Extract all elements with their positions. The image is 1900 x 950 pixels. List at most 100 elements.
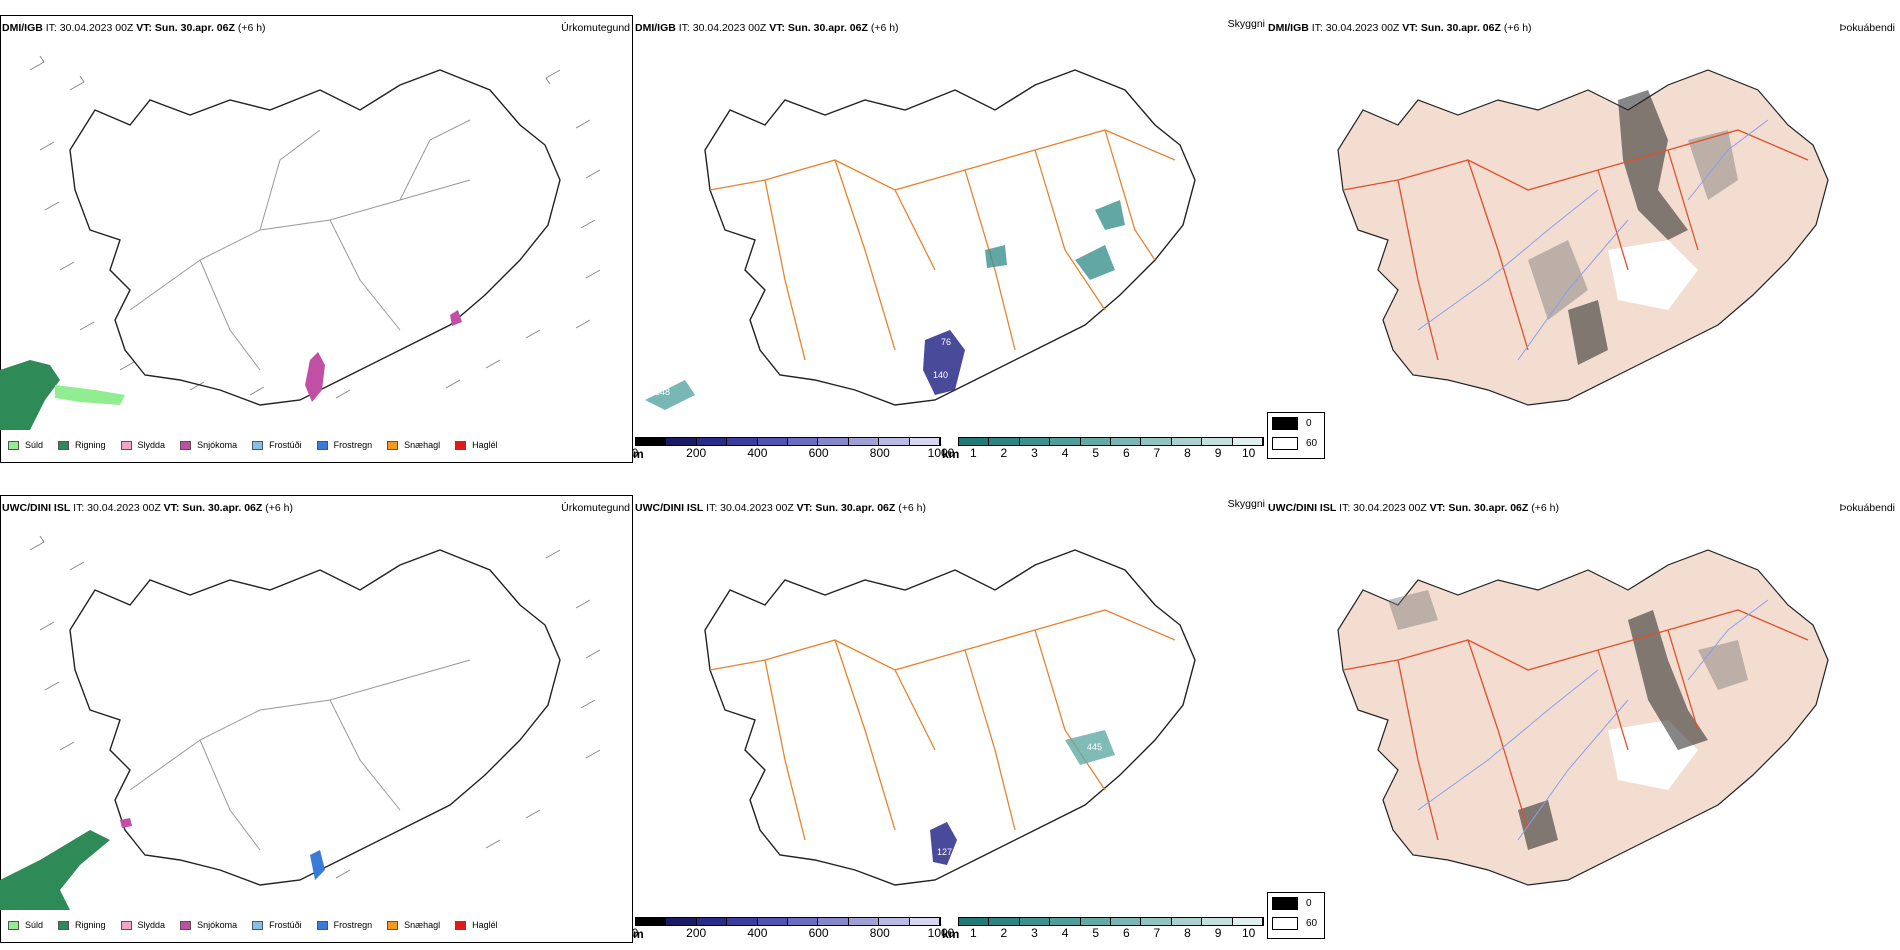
init-time: IT: 30.04.2023 00Z	[73, 502, 161, 514]
fog-legend-row: 60	[1268, 433, 1324, 453]
colorbar-tick-label: 1000	[927, 926, 955, 940]
low-visibility-area	[923, 330, 965, 395]
roads	[129, 119, 471, 371]
legend-swatch	[120, 920, 132, 930]
colorbar-segment	[1141, 918, 1172, 925]
colorbar-segment	[848, 438, 880, 445]
legend-item: Frostúði	[252, 920, 302, 930]
colorbar-tick-label: 7	[1153, 446, 1161, 460]
colorbar-segment	[1202, 438, 1233, 445]
roads	[129, 659, 471, 851]
colorbar-segment	[727, 918, 758, 925]
legend-item: Slydda	[120, 440, 165, 450]
visibility-value: 140	[933, 370, 948, 380]
legend-swatch	[316, 920, 328, 930]
visibility-colorbar	[958, 437, 1264, 446]
colorbar-tick-label: 600	[808, 926, 829, 940]
colorbar-segment	[666, 918, 697, 925]
colorbar-segment	[818, 918, 849, 925]
colorbar-segment	[1019, 438, 1051, 445]
legend-label: Rigning	[75, 440, 106, 450]
lead-time: (+6 h)	[237, 22, 266, 34]
colorbar-tick-label: 0	[631, 446, 639, 460]
rain-area	[0, 360, 60, 430]
colorbar-tick-label: 5	[1092, 926, 1100, 940]
model-name: UWC/DINI ISL	[635, 502, 704, 514]
visibility-colorbar	[958, 917, 1264, 926]
legend-item: Snjókoma	[180, 440, 237, 450]
colorbar-tick-label: 8	[1184, 446, 1191, 460]
wind-barbs	[29, 55, 601, 399]
precip-legend: Súld Rigning Slydda Snjókoma Frostúði Frostre…	[8, 440, 513, 450]
colorbar-tick-label: 8	[1184, 926, 1191, 940]
fog-header: UWC/DINI ISL IT: 30.04.2023 00Z VT: Sun.…	[1268, 502, 1559, 514]
precip-map	[0, 55, 601, 430]
legend-label: Frostregn	[333, 920, 373, 930]
colorbar-tick-label: 2	[1000, 446, 1008, 460]
legend-item: Frostregn	[316, 440, 372, 450]
legend-label: Snæhagl	[404, 920, 441, 930]
legend-item: Slydda	[120, 920, 166, 930]
visibility-unit: km	[942, 927, 960, 941]
colorbar-segment	[909, 918, 941, 925]
colorbar-segment	[788, 438, 819, 445]
colorbar-segment	[636, 918, 667, 925]
rain-area	[0, 830, 110, 910]
lead-time: (+6 h)	[898, 502, 926, 514]
colorbar-tick-label: 200	[686, 446, 707, 460]
init-time: IT: 30.04.2023 00Z	[1339, 502, 1427, 514]
colorbar-tick-label: 9	[1214, 926, 1222, 940]
legend-swatch	[58, 920, 70, 930]
legend-label: Snjókoma	[197, 920, 238, 930]
colorbar-segment	[788, 918, 819, 925]
colorbar-segment	[757, 918, 789, 925]
precip-title: Úrkomutegund	[561, 502, 630, 514]
legend-item: Haglél	[455, 440, 498, 450]
legend-label: Súld	[25, 920, 44, 930]
legend-label: Slydda	[137, 920, 166, 930]
lead-time: (+6 h)	[870, 22, 899, 34]
fog-legend: 0 60	[1267, 412, 1325, 459]
legend-swatch	[455, 440, 467, 450]
iceland-outline	[69, 69, 561, 406]
model-name: DMI/IGB	[2, 22, 43, 34]
colorbar-segment	[727, 438, 758, 445]
colorbar-tick-label: 3	[1031, 926, 1038, 940]
precip-map-frame	[0, 495, 633, 943]
legend-swatch	[180, 440, 192, 450]
fog-light-area	[1388, 590, 1748, 690]
colorbar-tick-label: 5	[1092, 446, 1100, 460]
cloud-title: Skyggni	[1227, 498, 1265, 510]
fog-legend-label: 0	[1306, 417, 1312, 429]
fog-title: Þokuábendi	[1839, 502, 1895, 514]
valid-time: VT: Sun. 30.apr. 06Z	[1402, 22, 1501, 34]
colorbar-segment	[959, 438, 990, 445]
legend-item: Snæhagl	[387, 440, 440, 450]
fog-legend-swatch	[1272, 436, 1298, 450]
colorbar-segment	[1171, 918, 1203, 925]
visibility-area-west	[645, 380, 695, 410]
cloud-header: UWC/DINI ISL IT: 30.04.2023 00Z VT: Sun.…	[635, 502, 926, 514]
fog-map	[1337, 549, 1829, 886]
precip-legend: Súld Rigning Slydda Snjókoma Frostúði Frostre…	[8, 920, 513, 930]
init-time: IT: 30.04.2023 00Z	[678, 22, 767, 34]
init-time: IT: 30.04.2023 00Z	[1311, 22, 1400, 34]
legend-item: Rigning	[58, 920, 106, 930]
height-colorbar	[635, 917, 941, 926]
legend-swatch	[8, 440, 19, 450]
legend-swatch	[252, 440, 264, 450]
init-time: IT: 30.04.2023 00Z	[45, 22, 134, 34]
wind-barbs	[29, 535, 601, 879]
legend-item: Snjókoma	[180, 920, 237, 930]
colorbar-segment	[636, 438, 667, 445]
colorbar-segment	[879, 918, 910, 925]
legend-label: Frostúði	[269, 920, 302, 930]
colorbar-segment	[1141, 438, 1172, 445]
fog-header: DMI/IGB IT: 30.04.2023 00Z VT: Sun. 30.a…	[1268, 22, 1532, 34]
fog-legend-swatch	[1272, 896, 1298, 910]
colorbar-tick-label: 1	[969, 926, 977, 940]
legend-swatch	[387, 920, 399, 930]
colorbar-tick-label: 0	[631, 926, 639, 940]
iceland-land	[1337, 549, 1829, 886]
colorbar-segment	[959, 918, 990, 925]
